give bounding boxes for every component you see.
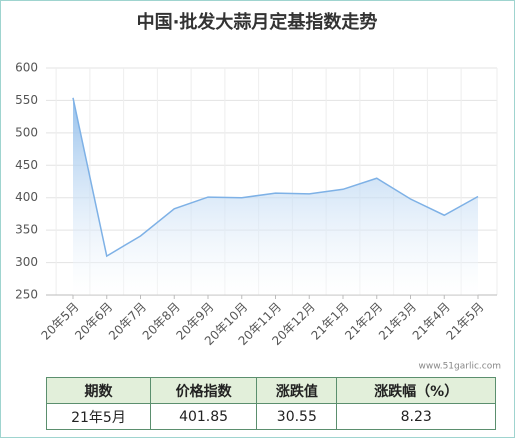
area xyxy=(73,97,478,295)
line xyxy=(72,97,479,258)
chart-title: 中国·批发大蒜月定基指数走势 xyxy=(137,11,378,33)
table-cell: 8.23 xyxy=(336,403,496,430)
chart: 中国·批发大蒜月定基指数走势 www.51garlic.com 250 300 35… xyxy=(15,11,501,372)
y-tick-label: 350 xyxy=(15,223,38,237)
y-tick-label: 500 xyxy=(15,125,38,139)
table-header: 涨跌幅（%） xyxy=(336,377,496,404)
table-cell: 21年5月 xyxy=(46,403,151,430)
watermark: www.51garlic.com xyxy=(418,362,501,372)
table-header: 价格指数 xyxy=(149,377,258,404)
y-tick-label: 400 xyxy=(15,190,38,204)
y-tick-label: 300 xyxy=(15,255,38,269)
x-tick-label: 21年5月 xyxy=(444,300,487,343)
y-tick-label: 550 xyxy=(15,93,38,107)
y-tick-label: 250 xyxy=(15,288,38,302)
y-tick-label: 600 xyxy=(15,61,38,75)
table-header: 涨跌值 xyxy=(256,377,338,404)
summary-table: 期数 价格指数 涨跌值 涨跌幅（%） 21年5月 401.85 30.55 8.23 xyxy=(46,377,496,430)
y-tick-label: 450 xyxy=(15,158,38,172)
table-cell: 30.55 xyxy=(256,403,338,430)
table-header: 期数 xyxy=(46,377,151,404)
table-cell: 401.85 xyxy=(149,403,258,430)
